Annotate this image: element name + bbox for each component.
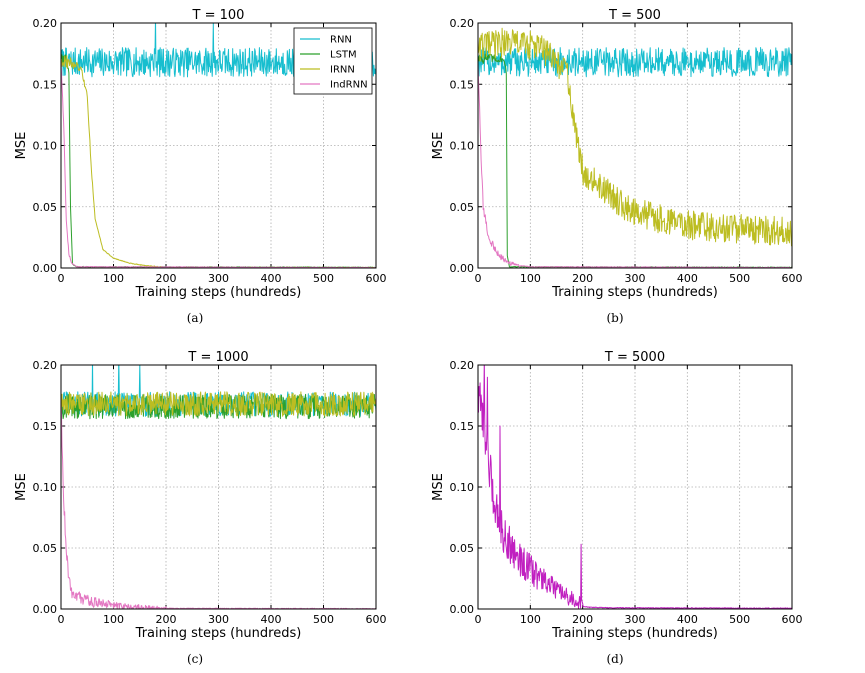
- series-group: [478, 365, 792, 609]
- series-group: [61, 365, 376, 609]
- x-tick-label: 500: [313, 272, 334, 285]
- plot-frame: [60, 22, 377, 269]
- chart-title: T = 100: [192, 8, 245, 23]
- x-tick-label: 600: [782, 613, 803, 626]
- x-tick-label: 200: [156, 272, 177, 285]
- x-tick-label: 400: [677, 272, 698, 285]
- figure-caption: (b): [606, 311, 623, 325]
- y-tick-label: 0.05: [33, 201, 58, 214]
- series-group: [478, 27, 792, 268]
- figure-caption: (d): [606, 652, 623, 666]
- y-tick-label: 0.10: [450, 140, 475, 153]
- y-tick-label: 0.00: [33, 603, 58, 616]
- x-axis-label: Training steps (hundreds): [135, 285, 302, 300]
- y-axis-label: MSE: [431, 473, 446, 501]
- chart-panel-4: 0 100 200 300 400 500 600 0.00 0.05 0.10 0.15 0.20 T…: [431, 350, 803, 666]
- y-tick-label: 0.00: [33, 262, 58, 275]
- x-tick-label: 200: [572, 613, 593, 626]
- y-tick-label: 0.20: [450, 359, 475, 372]
- y-tick-label: 0.05: [450, 201, 475, 214]
- y-tick-label: 0.20: [33, 17, 58, 30]
- x-tick-label: 400: [261, 272, 282, 285]
- legend-label-lstm: LSTM: [330, 50, 357, 61]
- x-tick-label: 100: [103, 613, 124, 626]
- figure-caption: (c): [187, 652, 203, 666]
- legend-box: [293, 27, 373, 95]
- x-tick-label: 600: [366, 613, 387, 626]
- x-tick-label: 500: [729, 613, 750, 626]
- x-axis-label: Training steps (hundreds): [551, 626, 718, 641]
- series-line-indrnn: [478, 61, 792, 268]
- y-tick-label: 0.15: [33, 78, 58, 91]
- y-tick-label: 0.05: [450, 542, 475, 555]
- x-tick-label: 200: [572, 272, 593, 285]
- x-tick-label: 0: [58, 613, 65, 626]
- y-tick-label: 0.20: [33, 359, 58, 372]
- chart-panel-2: 0 100 200 300 400 500 600 0.00 0.05 0.10 0.15 0.20 T…: [431, 8, 803, 325]
- x-tick-label: 100: [520, 272, 541, 285]
- y-tick-label: 0.00: [450, 603, 475, 616]
- x-tick-label: 500: [313, 613, 334, 626]
- y-tick-label: 0.10: [450, 481, 475, 494]
- series-line-irnn: [478, 27, 792, 247]
- y-tick-label: 0.15: [450, 420, 475, 433]
- chart-title: T = 500: [608, 8, 661, 23]
- legend-label-rnn: RNN: [330, 35, 352, 46]
- legend-label-irnn: IRNN: [330, 65, 355, 76]
- x-tick-label: 100: [520, 613, 541, 626]
- y-tick-label: 0.10: [33, 140, 58, 153]
- y-axis-label: MSE: [431, 132, 446, 160]
- x-axis-label: Training steps (hundreds): [551, 285, 718, 300]
- x-tick-label: 0: [475, 613, 482, 626]
- figure-caption: (a): [187, 311, 204, 325]
- y-tick-label: 0.10: [33, 481, 58, 494]
- series-line-indrnn: [478, 365, 792, 609]
- x-tick-label: 300: [208, 272, 229, 285]
- x-tick-label: 600: [782, 272, 803, 285]
- x-axis-label: Training steps (hundreds): [135, 626, 302, 641]
- y-tick-label: 0.15: [450, 78, 475, 91]
- plot-frame: [477, 22, 793, 269]
- plot-frame: [60, 364, 377, 610]
- x-tick-label: 300: [625, 272, 646, 285]
- x-tick-label: 400: [677, 613, 698, 626]
- legend-label-indrnn: IndRNN: [330, 80, 368, 91]
- chart-panel-1: 0 100 200 300 400 500 600 0.00 0.05 0.10 0.15 0.20 T…: [14, 8, 387, 325]
- chart-title: T = 5000: [604, 350, 665, 365]
- x-tick-label: 200: [156, 613, 177, 626]
- x-tick-label: 0: [475, 272, 482, 285]
- plot-frame: [477, 364, 793, 610]
- x-tick-label: 300: [625, 613, 646, 626]
- y-axis-label: MSE: [14, 473, 29, 501]
- y-tick-label: 0.15: [33, 420, 58, 433]
- chart-panel-3: 0 100 200 300 400 500 600 0.00 0.05 0.10 0.15 0.20 T…: [14, 350, 387, 666]
- x-tick-label: 600: [366, 272, 387, 285]
- y-tick-label: 0.05: [33, 542, 58, 555]
- y-tick-label: 0.20: [450, 17, 475, 30]
- legend: RNN LSTM IRNN IndRNN: [293, 27, 373, 95]
- y-tick-label: 0.00: [450, 262, 475, 275]
- x-tick-label: 300: [208, 613, 229, 626]
- y-axis-label: MSE: [14, 132, 29, 160]
- chart-title: T = 1000: [187, 350, 248, 365]
- x-tick-label: 500: [729, 272, 750, 285]
- x-tick-label: 100: [103, 272, 124, 285]
- series-line-irnn: [61, 391, 376, 417]
- x-tick-label: 0: [58, 272, 65, 285]
- x-tick-label: 400: [261, 613, 282, 626]
